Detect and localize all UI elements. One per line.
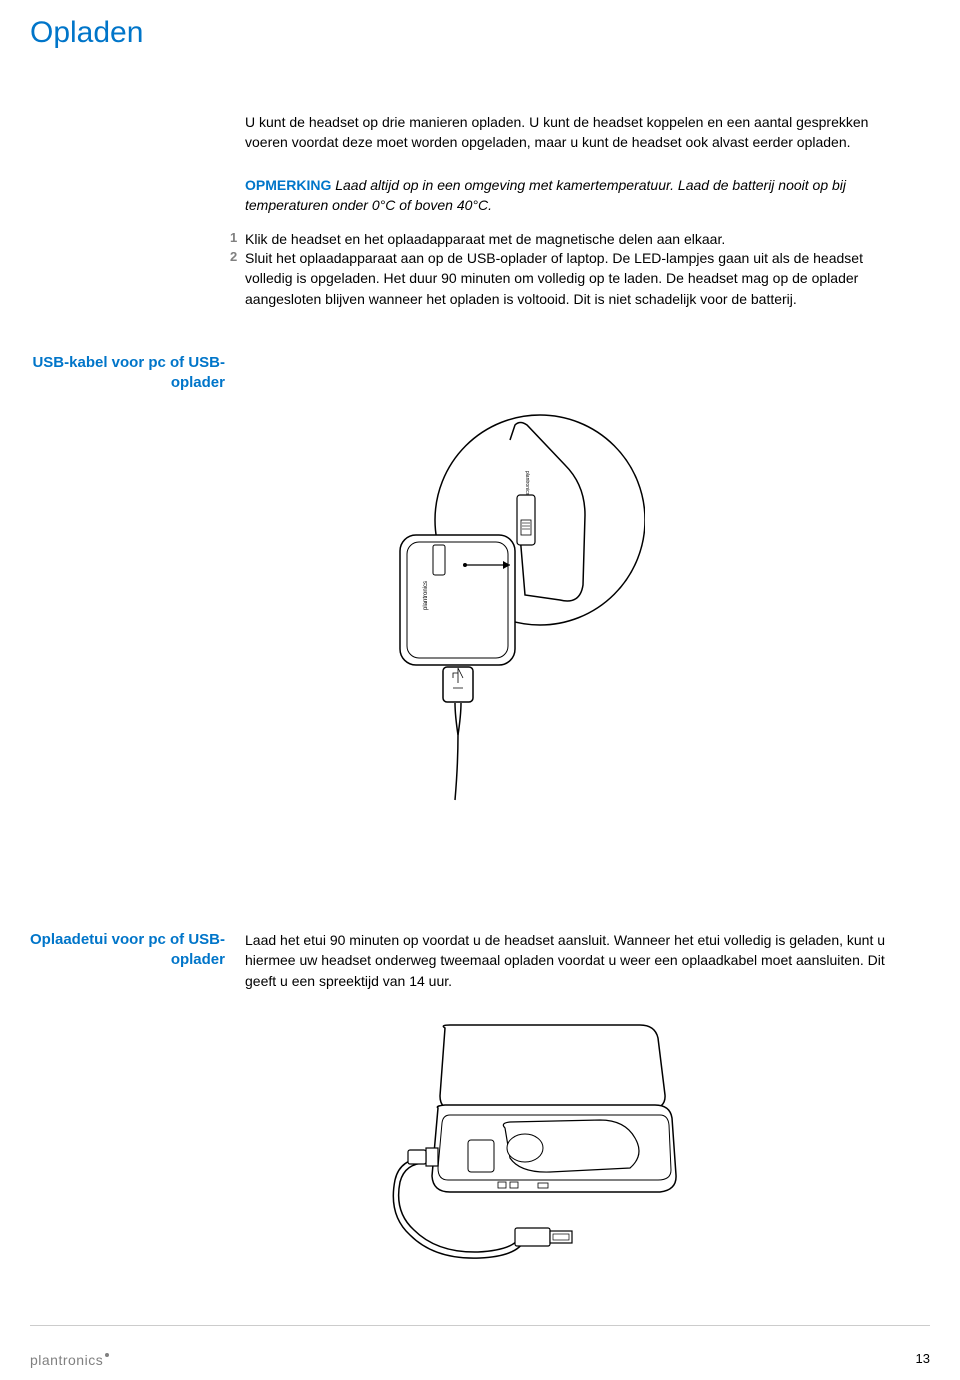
page-title: Opladen (30, 16, 143, 50)
footer-logo: plantronics (30, 1352, 109, 1368)
page-footer: plantronics 13 (30, 1325, 930, 1380)
note-label: OPMERKING (245, 177, 331, 193)
section-1-label: USB-kabel voor pc of USB-oplader (30, 353, 225, 392)
section-2-text: Laad het etui 90 minuten op voordat u de… (245, 930, 905, 991)
svg-text:plantronics: plantronics (524, 471, 530, 496)
step-2: 2 Sluit het oplaadapparaat aan op de USB… (230, 248, 905, 309)
charging-case-diagram (350, 1020, 690, 1280)
step-1: 1 Klik de headset en het oplaadapparaat … (230, 229, 905, 249)
page-number: 13 (916, 1351, 930, 1366)
svg-text:plantronics: plantronics (423, 581, 429, 610)
step-1-number: 1 (230, 229, 245, 249)
note-text: Laad altijd op in een omgeving met kamer… (245, 177, 846, 213)
step-2-number: 2 (230, 248, 245, 309)
intro-paragraph: U kunt de headset op drie manieren oplad… (245, 112, 905, 153)
note-paragraph: OPMERKING Laad altijd op in een omgeving… (245, 175, 905, 216)
step-2-text: Sluit het oplaadapparaat aan op de USB-o… (245, 248, 905, 309)
usb-charger-diagram: plantronics plantronics (365, 405, 645, 805)
step-1-text: Klik de headset en het oplaadapparaat me… (245, 229, 905, 249)
section-2-label: Oplaadetui voor pc of USB-oplader (30, 930, 225, 969)
